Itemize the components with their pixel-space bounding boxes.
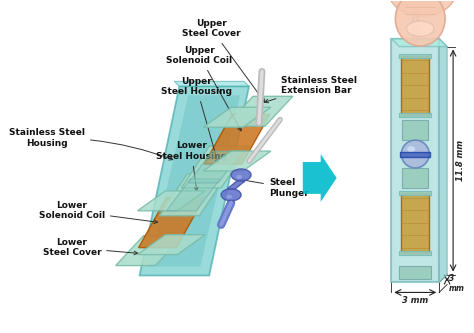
Bar	[399, 265, 431, 279]
Text: Lower
Steel Housing: Lower Steel Housing	[156, 142, 227, 191]
Polygon shape	[139, 86, 249, 275]
Bar	[399, 191, 431, 195]
Ellipse shape	[226, 195, 232, 199]
Bar	[401, 56, 429, 115]
Bar	[399, 54, 431, 58]
Ellipse shape	[395, 0, 445, 46]
Bar	[399, 113, 431, 117]
Ellipse shape	[221, 189, 241, 201]
Polygon shape	[203, 107, 271, 127]
Ellipse shape	[387, 0, 457, 16]
Polygon shape	[138, 198, 204, 248]
Text: Upper
Steel Cover: Upper Steel Cover	[182, 19, 264, 102]
Text: Upper
Steel Housing: Upper Steel Housing	[161, 77, 232, 163]
Polygon shape	[182, 146, 249, 188]
Ellipse shape	[231, 169, 251, 181]
Text: 3 mm: 3 mm	[402, 296, 428, 305]
Text: Stainless Steel
Housing: Stainless Steel Housing	[9, 129, 173, 160]
Polygon shape	[439, 39, 447, 282]
Polygon shape	[159, 174, 227, 216]
Polygon shape	[166, 179, 220, 211]
Polygon shape	[137, 191, 205, 211]
Text: Lower
Steel Cover: Lower Steel Cover	[43, 238, 137, 257]
Text: 11.8 mm: 11.8 mm	[456, 140, 465, 181]
Polygon shape	[303, 154, 337, 202]
Polygon shape	[227, 181, 245, 189]
Bar	[402, 168, 428, 188]
Ellipse shape	[401, 140, 429, 168]
Polygon shape	[137, 235, 205, 255]
Text: Upper
Solenoid Coil: Upper Solenoid Coil	[166, 46, 241, 131]
Ellipse shape	[236, 175, 242, 179]
Polygon shape	[188, 151, 242, 183]
Polygon shape	[116, 236, 183, 265]
Text: Stainless Steel
Extension Bar: Stainless Steel Extension Bar	[264, 76, 357, 103]
Ellipse shape	[407, 21, 434, 36]
Text: Steel
Plunger: Steel Plunger	[241, 178, 309, 197]
Polygon shape	[392, 39, 447, 47]
Polygon shape	[225, 96, 293, 126]
Bar	[392, 39, 439, 282]
Bar	[401, 152, 430, 157]
Bar	[401, 193, 429, 253]
Polygon shape	[148, 95, 240, 266]
Text: 3
mm: 3 mm	[449, 274, 465, 293]
Ellipse shape	[407, 146, 415, 152]
Bar	[399, 251, 431, 255]
Polygon shape	[203, 151, 271, 171]
Text: Lower
Solenoid Coil: Lower Solenoid Coil	[39, 201, 157, 223]
Bar	[402, 120, 428, 140]
Polygon shape	[204, 114, 270, 164]
Polygon shape	[174, 81, 249, 86]
